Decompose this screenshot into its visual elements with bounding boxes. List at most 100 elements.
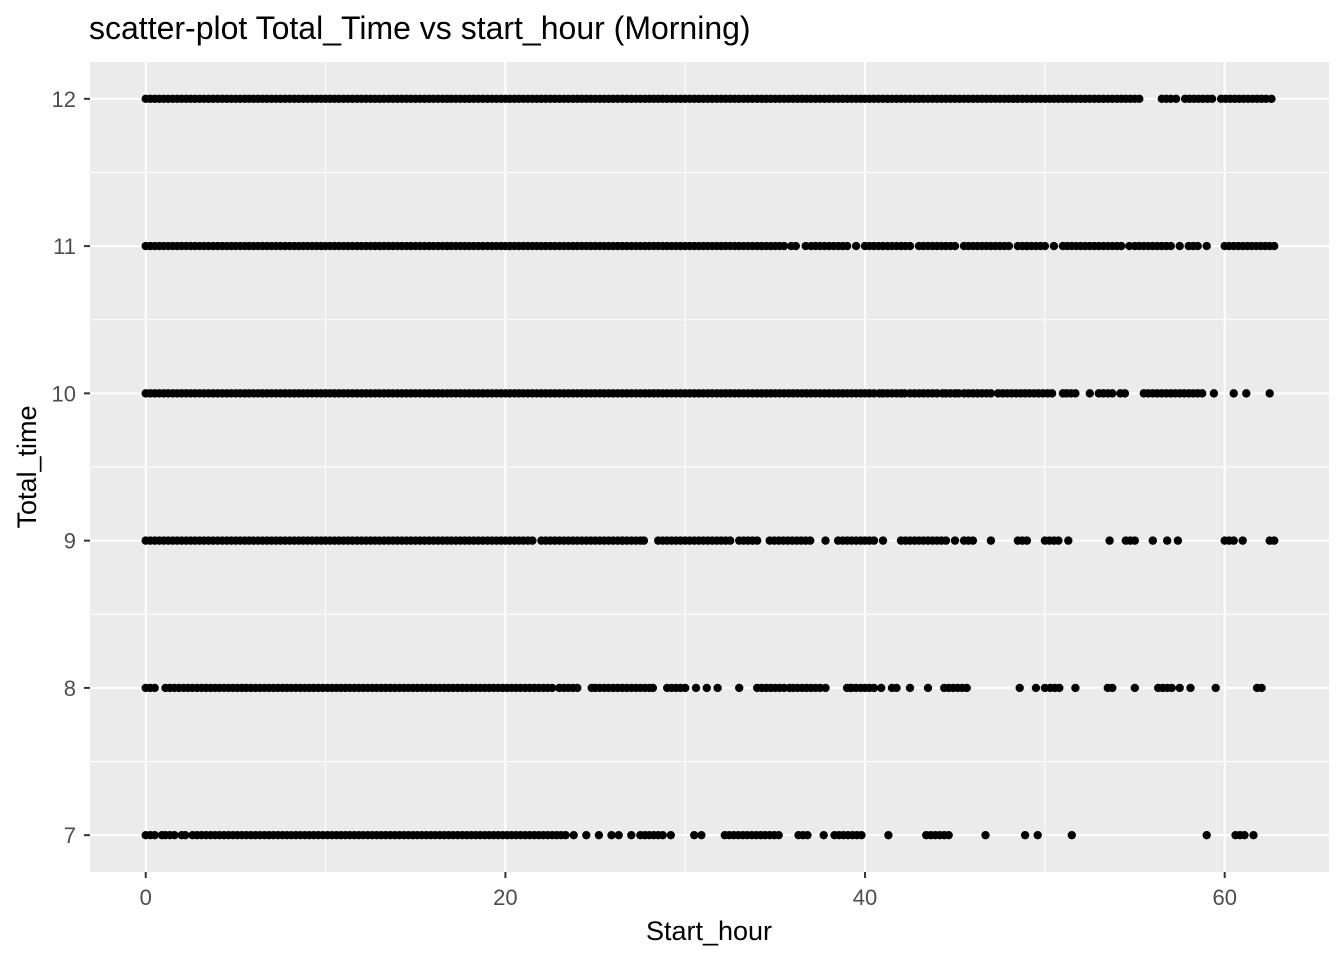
scatter-point bbox=[1031, 683, 1041, 693]
scatter-point bbox=[884, 830, 893, 840]
scatter-point bbox=[1022, 536, 1032, 545]
scatter-point bbox=[548, 683, 557, 693]
y-tick-label: 10 bbox=[52, 381, 76, 406]
scatter-point bbox=[1067, 830, 1077, 840]
scatter-point bbox=[821, 536, 830, 545]
scatter-point bbox=[905, 241, 915, 251]
scatter-point bbox=[1130, 683, 1140, 693]
scatter-point bbox=[594, 830, 604, 840]
scatter-point bbox=[1120, 389, 1130, 398]
scatter-point bbox=[1171, 94, 1181, 104]
scatter-point bbox=[878, 536, 888, 545]
scatter-point bbox=[573, 683, 582, 693]
scatter-points bbox=[141, 94, 1279, 840]
scatter-point bbox=[1135, 94, 1144, 104]
y-axis-label: Total_time bbox=[12, 405, 42, 528]
scatter-point bbox=[702, 683, 711, 693]
x-axis: 0 20 40 60 bbox=[140, 872, 1237, 910]
scatter-point bbox=[1064, 536, 1073, 545]
scatter-point bbox=[1229, 389, 1238, 398]
scatter-point bbox=[1148, 536, 1158, 545]
scatter-point bbox=[1175, 241, 1184, 251]
scatter-point bbox=[1004, 241, 1014, 251]
scatter-point bbox=[1257, 683, 1266, 693]
x-tick-label: 0 bbox=[140, 885, 152, 910]
scatter-point bbox=[944, 830, 953, 840]
scatter-point bbox=[587, 683, 596, 693]
scatter-point bbox=[1125, 241, 1134, 251]
scatter-point bbox=[1173, 536, 1183, 545]
scatter-point bbox=[806, 536, 815, 545]
scatter-point bbox=[1267, 94, 1276, 104]
scatter-point bbox=[690, 830, 699, 840]
scatter-point bbox=[846, 683, 855, 693]
scatter-point bbox=[1071, 683, 1080, 693]
scatter-point bbox=[1270, 241, 1279, 251]
scatter-point bbox=[938, 389, 947, 398]
scatter-point bbox=[1238, 536, 1247, 545]
scatter-point bbox=[1207, 94, 1217, 104]
scatter-point bbox=[1049, 241, 1059, 251]
scatter-point bbox=[1108, 389, 1117, 398]
scatter-point bbox=[607, 830, 616, 840]
y-tick-label: 9 bbox=[64, 529, 76, 554]
scatter-point bbox=[801, 241, 810, 251]
scatter-point bbox=[1270, 536, 1279, 545]
scatter-point bbox=[1054, 536, 1063, 545]
scatter-point bbox=[681, 683, 690, 693]
scatter-point bbox=[1175, 683, 1184, 693]
x-tick-label: 60 bbox=[1212, 885, 1236, 910]
scatter-point bbox=[150, 683, 159, 693]
scatter-point bbox=[1071, 389, 1080, 398]
scatter-point bbox=[1198, 389, 1207, 398]
scatter-point bbox=[875, 389, 884, 398]
y-tick-label: 11 bbox=[53, 234, 76, 259]
scatter-point bbox=[157, 830, 167, 840]
scatter-point bbox=[923, 683, 933, 693]
scatter-point bbox=[1108, 683, 1117, 693]
scatter-point bbox=[753, 536, 762, 545]
scatter-point bbox=[181, 830, 190, 840]
scatter-point bbox=[1015, 683, 1024, 693]
scatter-point bbox=[877, 683, 886, 693]
scatter-point bbox=[1055, 683, 1064, 693]
scatter-point bbox=[1117, 241, 1126, 251]
y-tick-label: 12 bbox=[52, 87, 76, 112]
scatter-point bbox=[735, 683, 744, 693]
scatter-point bbox=[968, 536, 978, 545]
scatter-point bbox=[1022, 241, 1032, 251]
scatter-point bbox=[986, 536, 996, 545]
scatter-point bbox=[869, 536, 879, 545]
scatter-point bbox=[1229, 536, 1238, 545]
scatter-point bbox=[1249, 830, 1258, 840]
scatter-point bbox=[941, 536, 951, 545]
scatter-point bbox=[954, 389, 963, 398]
scatter-point bbox=[892, 683, 901, 693]
x-tick-label: 20 bbox=[493, 885, 517, 910]
y-tick-label: 8 bbox=[64, 676, 76, 701]
scatter-point bbox=[658, 830, 667, 840]
scatter-point bbox=[857, 830, 866, 840]
scatter-point bbox=[1202, 830, 1211, 840]
scatter-point bbox=[1202, 241, 1211, 251]
scatter-point bbox=[1040, 241, 1050, 251]
scatter-point bbox=[150, 830, 159, 840]
scatter-point bbox=[803, 830, 812, 840]
scatter-point bbox=[1058, 389, 1068, 398]
scatter-point bbox=[1167, 683, 1176, 693]
scatter-point bbox=[791, 241, 800, 251]
scatter-point bbox=[561, 830, 570, 840]
scatter-point bbox=[1242, 389, 1251, 398]
scatter-point bbox=[1209, 389, 1219, 398]
scatter-point bbox=[1040, 683, 1050, 693]
scatter-point bbox=[713, 683, 722, 693]
scatter-point bbox=[785, 683, 794, 693]
scatter-point bbox=[821, 683, 830, 693]
scatter-point bbox=[627, 830, 636, 840]
scatter-point bbox=[666, 830, 675, 840]
scatter-point bbox=[1105, 536, 1114, 545]
scatter-point bbox=[1163, 536, 1172, 545]
scatter-point bbox=[726, 536, 735, 545]
scatter-point bbox=[691, 683, 701, 693]
